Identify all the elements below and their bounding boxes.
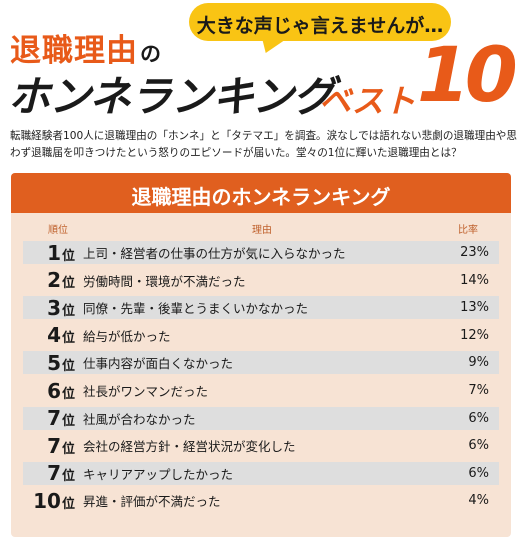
table-row: 7位 社風が合わなかった 6% [23, 406, 499, 430]
table-row: 7位 キャリアアップしたかった 6% [23, 461, 499, 485]
percent-cell: 13% [460, 300, 489, 316]
percent-cell: 6% [468, 465, 489, 481]
rank-cell: 5位 [23, 351, 81, 375]
table-row: 4位 給与が低かった 12% [23, 323, 499, 347]
reason-cell: 同僚・先輩・後輩とうまくいかなかった [83, 301, 309, 317]
rank-cell: 7位 [23, 406, 81, 430]
bubble-text: 大きな声じゃ言えませんが… [196, 15, 444, 37]
table-row: 2位 労働時間・環境が不満だった 14% [23, 268, 499, 292]
percent-cell: 6% [468, 410, 489, 426]
title-best: ベスト [319, 82, 416, 120]
table-row: 1位 上司・経営者の仕事の仕方が気に入らなかった 23% [23, 241, 499, 265]
rank-number: 1 [47, 240, 61, 265]
percent-cell: 23% [460, 245, 489, 260]
reason-cell: 会社の経営方針・経営状況が変化した [83, 439, 296, 455]
rank-number: 4 [47, 323, 61, 348]
rank-cell: 4位 [23, 323, 81, 347]
table-row: 5位 仕事内容が面白くなかった 9% [23, 351, 499, 375]
reason-cell: 労働時間・環境が不満だった [83, 273, 246, 289]
title-particle: の [140, 42, 162, 66]
rank-cell: 3位 [23, 296, 81, 320]
rank-suffix: 位 [61, 303, 75, 319]
table-row: 6位 社長がワンマンだった 7% [23, 379, 499, 403]
table-row: 7位 会社の経営方針・経営状況が変化した 6% [23, 434, 499, 458]
title-ten: 10 [417, 30, 518, 119]
rank-number: 5 [47, 350, 61, 375]
rank-suffix: 位 [61, 248, 75, 264]
rank-suffix: 位 [61, 386, 75, 402]
rank-number: 7 [47, 461, 61, 486]
percent-cell: 12% [460, 327, 489, 343]
rank-cell: 7位 [23, 461, 81, 485]
rank-suffix: 位 [61, 358, 75, 374]
reason-cell: 上司・経営者の仕事の仕方が気に入らなかった [83, 246, 346, 261]
rank-suffix: 位 [61, 276, 75, 292]
ranking-panel-header: 退職理由のホンネランキング [11, 173, 511, 213]
rank-number: 6 [47, 378, 61, 403]
rank-cell: 7位 [23, 434, 81, 458]
title-line2: ホンネランキング [8, 72, 335, 121]
table-row: 3位 同僚・先輩・後輩とうまくいかなかった 13% [23, 296, 499, 320]
rank-number: 3 [47, 295, 61, 320]
rank-suffix: 位 [61, 441, 75, 457]
rank-cell: 6位 [23, 379, 81, 403]
reason-cell: 社風が合わなかった [83, 411, 196, 427]
title-line1: 退職理由の [10, 25, 162, 70]
reason-cell: キャリアアップしたかった [83, 466, 234, 482]
column-header-rank: 順位 [48, 225, 68, 236]
percent-cell: 7% [468, 383, 489, 398]
percent-cell: 14% [460, 272, 489, 288]
rank-number: 7 [47, 433, 61, 458]
lead-paragraph: 転職経験者100人に退職理由の「ホンネ」と「タテマエ」を調査。涙なしでは語れない… [10, 130, 517, 159]
table-row: 10位 昇進・評価が不満だった 4% [23, 489, 499, 513]
reason-cell: 昇進・評価が不満だった [83, 494, 221, 510]
speech-bubble: 大きな声じゃ言えませんが… [189, 3, 451, 41]
percent-cell: 6% [468, 438, 489, 454]
rank-suffix: 位 [61, 496, 75, 512]
rank-suffix: 位 [61, 331, 75, 347]
rank-number: 7 [47, 406, 61, 431]
rank-suffix: 位 [61, 469, 75, 485]
rank-cell: 10位 [23, 489, 81, 513]
ranking-panel-title: 退職理由のホンネランキング [131, 185, 391, 209]
reason-cell: 社長がワンマンだった [83, 384, 209, 399]
percent-cell: 9% [468, 355, 489, 371]
reason-cell: 仕事内容が面白くなかった [83, 356, 234, 372]
rank-cell: 2位 [23, 268, 81, 292]
column-header-reason: 理由 [252, 225, 272, 236]
rank-number: 2 [47, 268, 61, 293]
column-header-pct: 比率 [458, 225, 478, 236]
rank-cell: 1位 [23, 241, 81, 265]
percent-cell: 4% [468, 493, 489, 509]
rank-number: 10 [33, 488, 61, 513]
reason-cell: 給与が低かった [83, 328, 171, 344]
rank-suffix: 位 [61, 414, 75, 430]
title-main: 退職理由 [10, 33, 138, 69]
